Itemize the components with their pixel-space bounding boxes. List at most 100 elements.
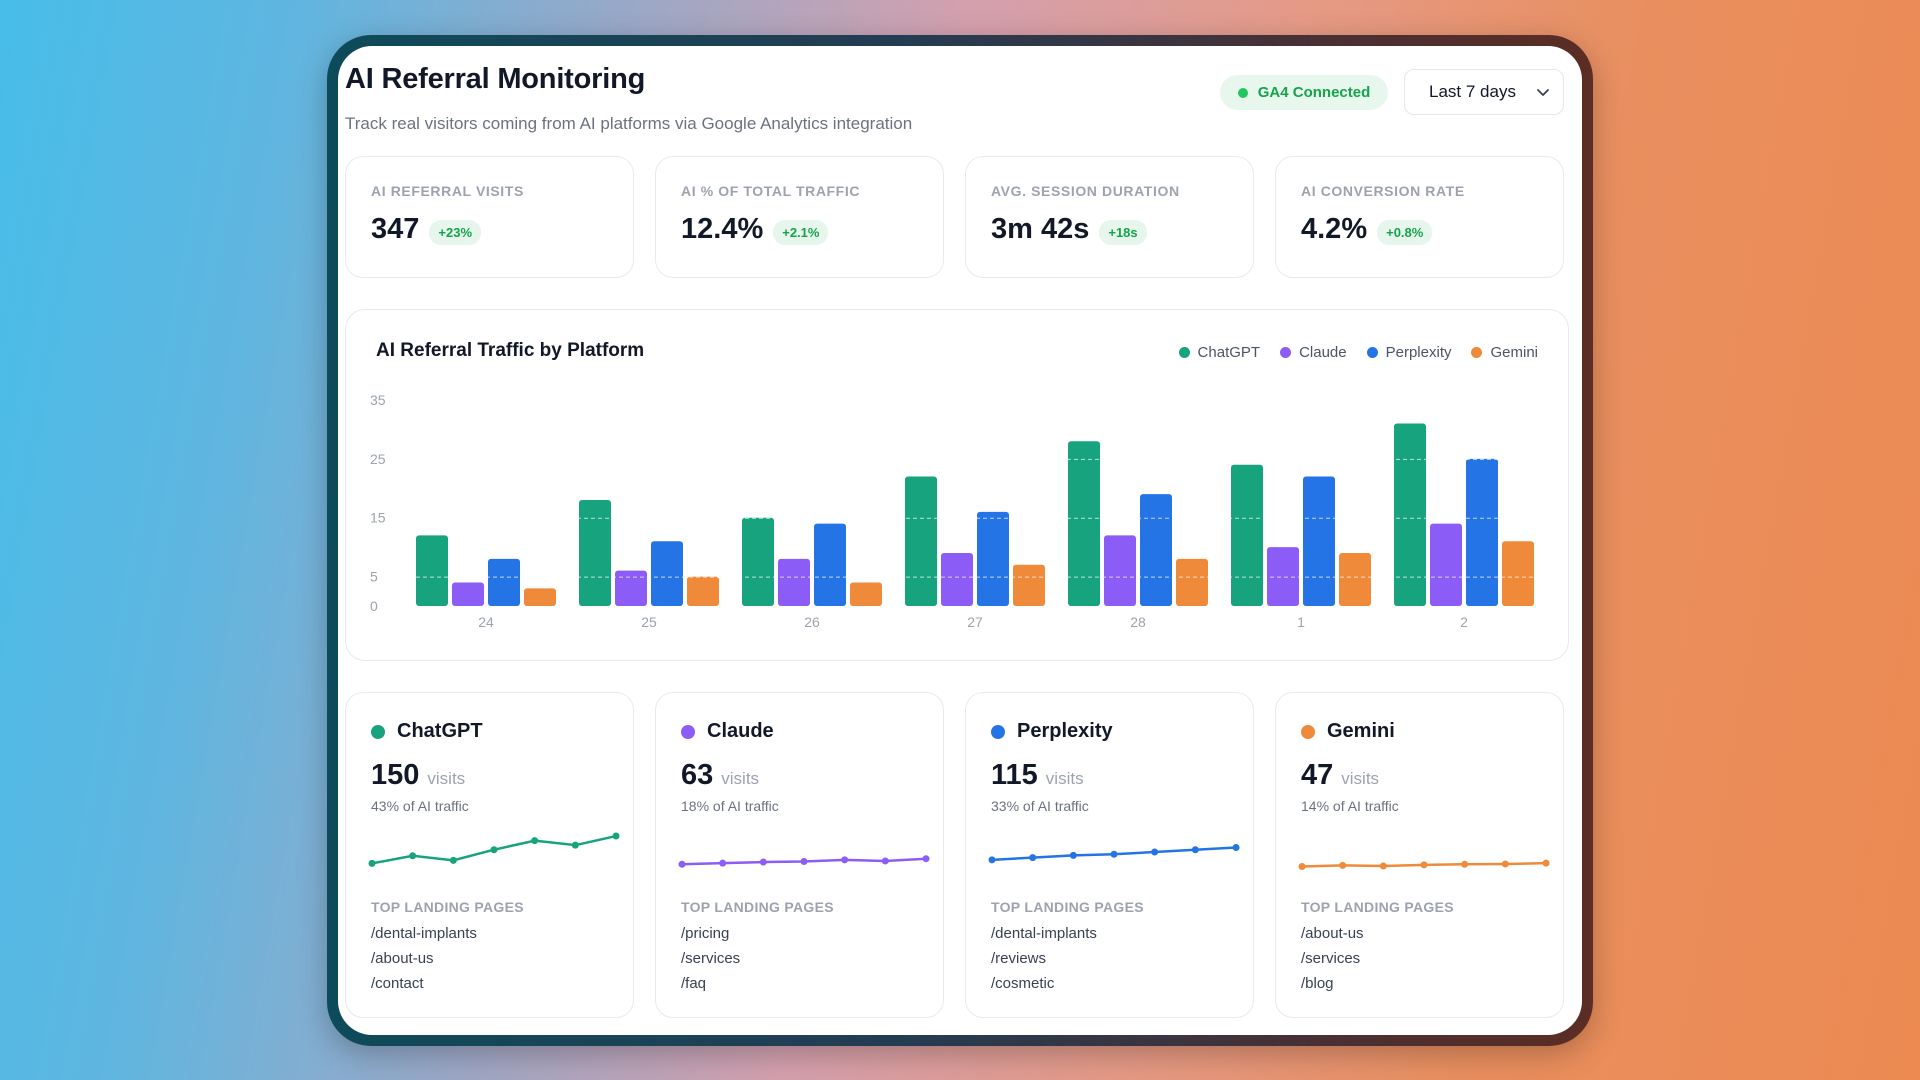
kpi-value: 4.2% bbox=[1301, 213, 1368, 245]
bar-claude bbox=[615, 570, 647, 606]
landing-page-link[interactable]: /dental-implants bbox=[991, 925, 1097, 942]
bar-gemini bbox=[850, 582, 882, 606]
legend-dot-icon bbox=[1471, 347, 1483, 358]
kpi-value: 347 bbox=[371, 213, 420, 245]
sparkline-point bbox=[1029, 854, 1037, 862]
bar-perplexity bbox=[977, 511, 1009, 606]
bar-gemini bbox=[1013, 564, 1045, 606]
landing-page-link[interactable]: /contact bbox=[371, 975, 424, 992]
platform-share: 18% of AI traffic bbox=[681, 798, 779, 814]
bar-chatgpt bbox=[1231, 464, 1263, 606]
status-dot-icon bbox=[1237, 87, 1248, 98]
y-tick-label: 15 bbox=[370, 510, 386, 526]
platform-visits-unit: visits bbox=[1341, 769, 1380, 788]
bar-gemini bbox=[687, 576, 719, 606]
platform-visits-unit: visits bbox=[1045, 769, 1084, 788]
sparkline-point bbox=[1542, 859, 1550, 867]
sparkline-point bbox=[490, 846, 498, 854]
platform-card-chatgpt: ChatGPT 150 visits 43% of AI traffic TOP… bbox=[345, 692, 634, 1018]
sparkline-point bbox=[1420, 861, 1428, 869]
sparkline bbox=[1298, 859, 1550, 871]
landing-page-link[interactable]: /blog bbox=[1301, 975, 1334, 992]
platform-dot-icon bbox=[1301, 724, 1315, 739]
landing-page-link[interactable]: /faq bbox=[681, 975, 707, 992]
kpi-value: 12.4% bbox=[681, 213, 764, 245]
platform-card-claude: Claude 63 visits 18% of AI traffic TOP L… bbox=[655, 692, 944, 1018]
date-range-select[interactable]: Last 7 days bbox=[1404, 69, 1564, 115]
bar-claude bbox=[1430, 523, 1462, 606]
landing-pages-label: TOP LANDING PAGES bbox=[681, 899, 834, 915]
legend-dot-icon bbox=[1280, 347, 1292, 358]
kpi-card-visits: AI Referral Visits 347 +23% bbox=[345, 156, 634, 278]
legend-label: ChatGPT bbox=[1197, 344, 1261, 361]
sparkline bbox=[988, 844, 1240, 864]
sparkline-point bbox=[841, 856, 849, 864]
platform-visits: 115 bbox=[991, 759, 1038, 791]
page-subtitle: Track real visitors coming from AI platf… bbox=[345, 114, 913, 133]
bar-gemini bbox=[1502, 541, 1534, 606]
landing-pages-list: /dental-implants /reviews /cosmetic bbox=[991, 921, 1097, 996]
platform-card-gemini: Gemini 47 visits 14% of AI traffic TOP L… bbox=[1275, 692, 1564, 1018]
legend-label: Perplexity bbox=[1385, 344, 1452, 361]
bar-claude bbox=[778, 558, 810, 606]
bar-gemini bbox=[1176, 558, 1208, 606]
platform-visits-unit: visits bbox=[721, 769, 760, 788]
kpi-label: Avg. Session Duration bbox=[991, 183, 1180, 199]
landing-page-link[interactable]: /dental-implants bbox=[371, 925, 477, 942]
traffic-chart-card: AI Referral Traffic by Platform ChatGPT … bbox=[345, 309, 1569, 661]
kpi-delta-badge: +2.1% bbox=[773, 220, 829, 245]
kpi-delta-badge: +0.8% bbox=[1377, 220, 1433, 245]
landing-page-link[interactable]: /services bbox=[1301, 950, 1361, 967]
y-tick-label: 35 bbox=[370, 392, 386, 408]
sparkline-point bbox=[719, 859, 727, 867]
legend-item-chatgpt[interactable]: ChatGPT bbox=[1178, 344, 1261, 361]
sparkline-point bbox=[531, 837, 539, 845]
bar-perplexity bbox=[1140, 494, 1172, 606]
landing-page-link[interactable]: /reviews bbox=[991, 950, 1047, 967]
landing-page-link[interactable]: /services bbox=[681, 950, 741, 967]
landing-pages-list: /dental-implants /about-us /contact bbox=[371, 921, 477, 996]
sparkline-point bbox=[571, 841, 579, 849]
sparkline-point bbox=[678, 860, 686, 868]
device-frame: AI Referral Monitoring Track real visito… bbox=[327, 35, 1593, 1046]
sparkline bbox=[368, 832, 620, 867]
chart-title: AI Referral Traffic by Platform bbox=[376, 340, 645, 361]
x-tick-label: 24 bbox=[478, 614, 494, 630]
sparkline-point bbox=[1379, 862, 1387, 870]
landing-page-link[interactable]: /about-us bbox=[1301, 925, 1364, 942]
platform-share: 33% of AI traffic bbox=[991, 798, 1089, 814]
y-tick-label: 25 bbox=[370, 451, 386, 467]
platform-name: ChatGPT bbox=[397, 720, 483, 742]
bar-gemini bbox=[524, 588, 556, 606]
kpi-delta-badge: +18s bbox=[1099, 220, 1147, 245]
legend-dot-icon bbox=[1366, 347, 1378, 358]
bar-claude bbox=[941, 553, 973, 606]
kpi-delta-badge: +23% bbox=[429, 220, 482, 245]
x-tick-label: 26 bbox=[804, 614, 820, 630]
bar-chart: 0 5 15 25 35 24 25 26 27 28 1 2 bbox=[370, 392, 1541, 630]
platform-name: Claude bbox=[707, 720, 774, 742]
landing-page-link[interactable]: /pricing bbox=[681, 925, 730, 942]
landing-page-link[interactable]: /about-us bbox=[371, 950, 434, 967]
platform-visits: 63 bbox=[681, 759, 714, 791]
kpi-label: AI Referral Visits bbox=[371, 183, 524, 199]
status-label: GA4 Connected bbox=[1257, 84, 1371, 101]
chevron-down-icon bbox=[1537, 89, 1549, 96]
legend-item-gemini[interactable]: Gemini bbox=[1471, 344, 1538, 361]
landing-pages-list: /about-us /services /blog bbox=[1301, 921, 1364, 996]
sparkline-point bbox=[1232, 844, 1240, 852]
sparkline bbox=[678, 855, 930, 868]
bar-chatgpt bbox=[579, 500, 611, 606]
landing-page-link[interactable]: /cosmetic bbox=[991, 975, 1055, 992]
page-title: AI Referral Monitoring bbox=[345, 63, 646, 95]
bar-claude bbox=[1267, 547, 1299, 606]
sparkline-point bbox=[1191, 846, 1199, 854]
kpi-label: AI Conversion Rate bbox=[1301, 183, 1465, 199]
legend-item-claude[interactable]: Claude bbox=[1280, 344, 1347, 361]
landing-pages-label: TOP LANDING PAGES bbox=[1301, 899, 1454, 915]
y-tick-label: 0 bbox=[370, 598, 378, 614]
kpi-card-conversion-rate: AI Conversion Rate 4.2% +0.8% bbox=[1275, 156, 1564, 278]
legend-item-perplexity[interactable]: Perplexity bbox=[1366, 344, 1452, 361]
sparkline-point bbox=[1461, 860, 1469, 868]
landing-pages-label: TOP LANDING PAGES bbox=[991, 899, 1144, 915]
